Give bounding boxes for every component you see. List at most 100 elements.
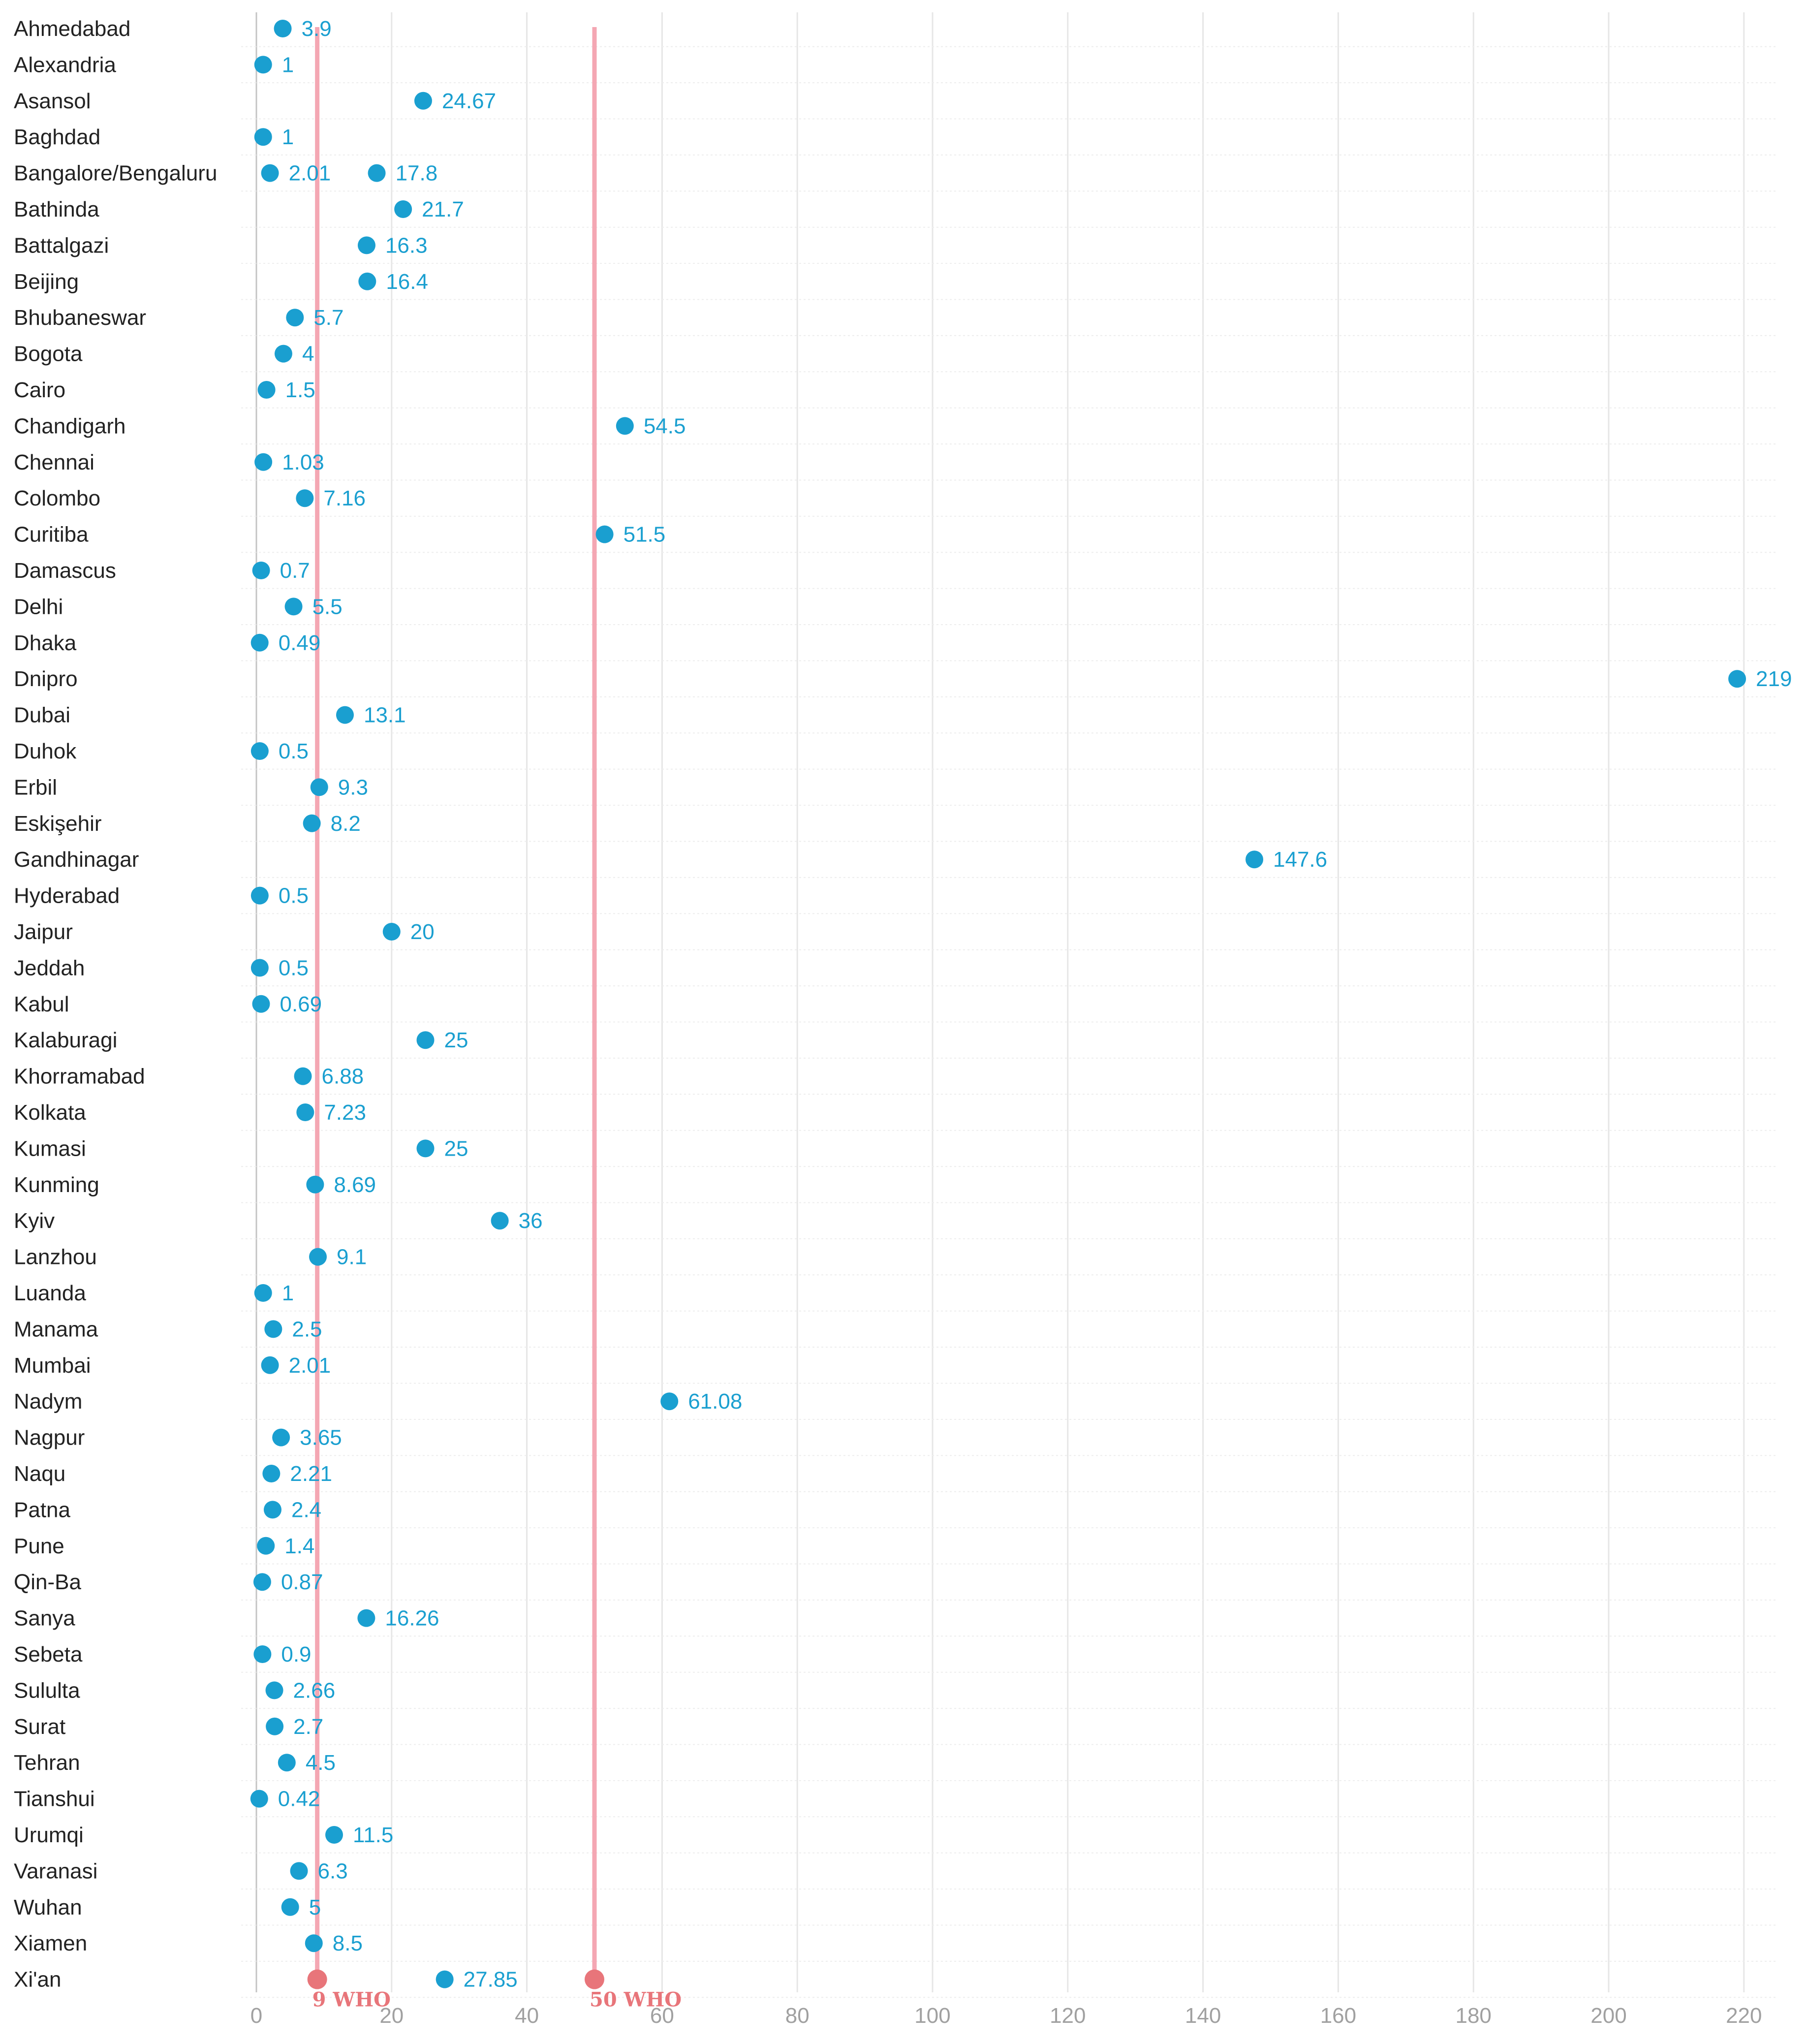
city-label: Erbil [14,775,57,799]
city-label: Bathinda [14,197,99,221]
who-label-9: 9 WHO [312,1988,391,2012]
data-point [616,417,634,435]
who-reference-markers: 9 WHO 50 WHO [307,1969,682,2012]
data-point [250,633,269,652]
x-tick-label-160: 160 [1320,2004,1356,2028]
x-axis-ticks: 0 20 40 60 80 100 120 140 160 180 200 220 [250,2004,1762,2028]
data-point [1728,670,1746,688]
data-label: 20 [410,920,435,944]
data-label: 9.1 [337,1245,367,1269]
data-point [436,1970,454,1988]
data-label: 8.2 [331,812,361,836]
data-label: 61.08 [688,1389,742,1414]
city-label: Eskişehir [14,812,102,836]
data-label: 2.01 [289,1353,331,1378]
data-label: 6.88 [322,1065,364,1089]
city-label: Kalaburagi [14,1028,117,1052]
data-label: 27.85 [464,1968,518,1992]
data-label: 219 [1756,667,1792,691]
city-label: Tehran [14,1751,80,1775]
data-point [491,1212,509,1230]
data-point [325,1826,343,1844]
data-point [290,1862,308,1880]
data-label: 2.01 [289,161,331,186]
city-label: Baghdad [14,125,100,149]
data-point [266,1717,284,1735]
data-label: 51.5 [623,523,666,547]
x-tick-label-220: 220 [1726,2004,1762,2028]
city-label: Surat [14,1715,65,1739]
x-tick-label-140: 140 [1185,2004,1221,2028]
row-rules [241,46,1776,1998]
data-point [263,1501,281,1519]
city-label: Sululta [14,1678,80,1702]
data-label: 0.49 [279,631,321,655]
data-label: 4 [302,342,314,366]
city-label: Delhi [14,595,63,619]
data-point [254,128,272,146]
city-label: Xiamen [14,1931,87,1955]
city-label: Kolkata [14,1101,86,1125]
data-label: 1.5 [285,378,315,402]
data-point [252,562,270,579]
data-label: 8.69 [334,1173,376,1197]
x-tick-label-60: 60 [650,2004,674,2028]
city-label: Nadym [14,1389,82,1414]
data-label: 1.03 [282,450,324,474]
data-point [336,706,354,724]
data-label: 0.42 [278,1787,320,1811]
x-tick-label-180: 180 [1455,2004,1491,2028]
data-points [250,20,1746,1988]
city-label: Hyderabad [14,884,120,908]
data-label: 4.5 [306,1751,336,1775]
city-label: Dhaka [14,631,77,655]
data-label: 0.5 [279,956,309,980]
data-point [1246,850,1264,869]
city-label: Jaipur [14,920,73,944]
data-point [305,1934,323,1952]
gridlines [255,12,1745,1992]
city-label: Khorramabad [14,1065,145,1089]
data-label: 0.87 [281,1570,323,1594]
data-label: 1 [282,1281,294,1305]
city-label: Pune [14,1534,64,1558]
data-label: 25 [444,1028,468,1052]
data-label: 24.67 [442,89,496,113]
city-label: Bogota [14,342,83,366]
data-point [281,1898,299,1916]
data-label: 16.3 [385,233,428,257]
city-label: Qin-Ba [14,1570,81,1594]
city-label: Alexandria [14,53,116,77]
data-point [595,525,614,543]
data-label: 147.6 [1273,848,1327,872]
data-point [274,20,292,37]
x-tick-label-0: 0 [250,2004,262,2028]
city-label: Chandigarh [14,414,126,438]
data-label: 11.5 [353,1823,393,1847]
data-point [257,1537,275,1555]
city-label: Tianshui [14,1787,95,1811]
city-label: Kyiv [14,1209,55,1233]
data-label: 16.26 [385,1606,439,1631]
city-label: Luanda [14,1281,86,1305]
data-point [261,1356,279,1374]
data-point [262,1465,280,1482]
data-label: 2.21 [290,1462,332,1486]
data-label: 2.7 [293,1715,323,1739]
data-label: 0.5 [279,739,309,763]
data-point [265,1681,283,1699]
city-label: Urumqi [14,1823,84,1847]
data-point [296,489,314,507]
city-label: Chennai [14,450,94,474]
city-label: Manama [14,1317,98,1341]
data-point [257,381,276,399]
data-point [250,886,269,905]
data-point [250,742,269,760]
data-point [250,1790,268,1808]
data-label: 1 [282,53,294,77]
data-label: 5 [309,1895,321,1919]
city-label: Lanzhou [14,1245,97,1269]
x-tick-label-120: 120 [1050,2004,1086,2028]
data-point [264,1320,282,1338]
